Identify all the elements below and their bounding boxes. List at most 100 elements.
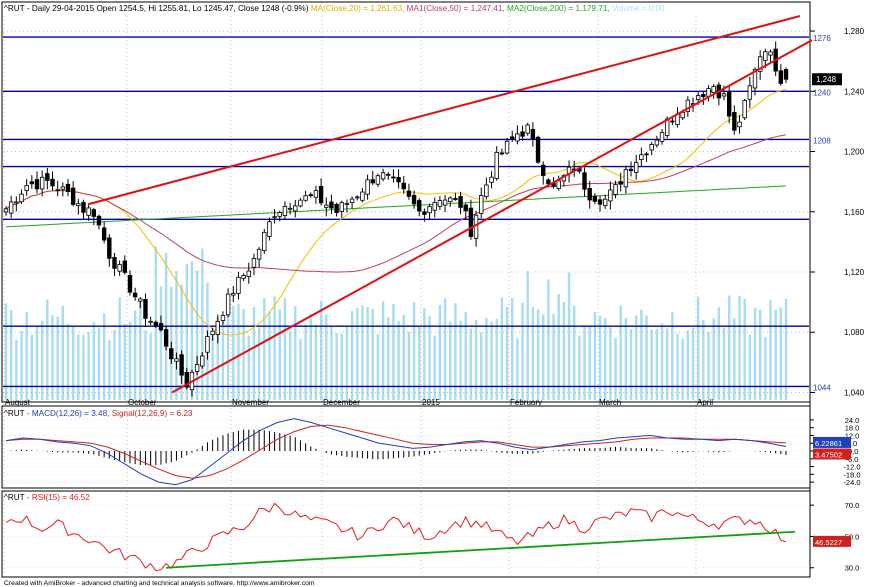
price-header-volume: Volume = 0.00 xyxy=(612,4,665,13)
candle-body xyxy=(453,198,458,200)
volume-bar xyxy=(402,314,405,400)
candle-body xyxy=(8,201,14,214)
candle-body xyxy=(396,177,401,183)
volume-bar xyxy=(335,332,338,400)
volume-bar xyxy=(717,307,721,400)
candle-body xyxy=(194,364,200,372)
volume-bar xyxy=(263,298,266,400)
volume-bar xyxy=(474,319,478,400)
volume-bar xyxy=(593,312,597,400)
volume-bar xyxy=(542,314,545,400)
rsi-header-value: - RSI(15) = 46.52 xyxy=(27,493,90,502)
candle-body xyxy=(163,329,169,347)
volume-bar xyxy=(495,318,498,400)
candle-body xyxy=(210,330,215,336)
candle-body xyxy=(60,186,66,190)
volume-bar xyxy=(71,326,75,400)
candle-body xyxy=(127,275,133,293)
candle-body xyxy=(355,196,360,199)
volume-bar xyxy=(87,331,90,400)
volume-bar xyxy=(387,317,390,400)
rsi-trendline xyxy=(165,530,796,569)
candle-body xyxy=(169,348,174,360)
volume-bar xyxy=(681,338,684,400)
volume-bar xyxy=(113,329,116,400)
candle-body xyxy=(541,164,546,176)
macd-tick-label: -18.0 xyxy=(843,470,860,479)
rsi-value-box xyxy=(813,535,851,547)
volume-bar xyxy=(702,320,705,400)
volume-bar xyxy=(629,329,633,400)
candle-body xyxy=(380,172,386,180)
candle-body xyxy=(349,198,355,203)
volume-bar xyxy=(738,295,741,400)
volume-bar xyxy=(397,321,400,400)
macd-tick-label: -6.0 xyxy=(846,455,859,464)
volume-bar xyxy=(61,305,65,400)
volume-bar xyxy=(485,318,488,400)
candle-body xyxy=(468,207,474,237)
volume-bar xyxy=(237,304,240,400)
volume-bar xyxy=(356,308,359,400)
candle-body xyxy=(101,227,107,241)
volume-bar xyxy=(97,327,101,400)
volume-bar xyxy=(583,325,586,400)
candle-body xyxy=(484,184,489,197)
candle-body xyxy=(272,216,277,219)
candle-body xyxy=(742,100,747,119)
volume-bar xyxy=(516,338,519,400)
candle-body xyxy=(174,358,179,362)
candle-body xyxy=(298,199,303,207)
candle-body xyxy=(143,298,148,319)
candle-body xyxy=(262,231,267,252)
month-label: February xyxy=(510,398,542,407)
volume-bar xyxy=(743,298,746,400)
volume-bar xyxy=(438,304,442,400)
month-label: October xyxy=(128,398,157,407)
candle-body xyxy=(737,121,742,128)
price-tick-label: 1,080 xyxy=(844,328,865,337)
volume-bar xyxy=(273,296,276,400)
volume-bar xyxy=(180,284,183,400)
volume-bar xyxy=(449,321,452,400)
candle-body xyxy=(386,173,391,176)
volume-bar xyxy=(128,321,132,400)
month-label: March xyxy=(599,398,621,407)
price-header-ma2: MA2(Close,200) = 1,179.71, xyxy=(507,4,610,13)
volume-bar xyxy=(242,308,245,400)
volume-bar xyxy=(614,337,617,400)
candle-body xyxy=(318,185,324,204)
volume-bar xyxy=(4,303,8,400)
volume-bar xyxy=(490,321,493,400)
macd-header-signal: Signal(12,26,9) = 6.23 xyxy=(112,409,193,418)
candle-body xyxy=(680,111,685,119)
volume-bar xyxy=(35,326,39,400)
volume-bar xyxy=(283,298,287,400)
candle-body xyxy=(763,51,768,61)
volume-bar xyxy=(325,314,328,400)
level-label: 1276 xyxy=(813,34,831,43)
volume-bar xyxy=(696,296,700,400)
volume-bar xyxy=(531,307,535,400)
candle-body xyxy=(582,172,587,190)
volume-bar xyxy=(139,300,142,400)
volume-bar xyxy=(190,261,194,400)
candle-body xyxy=(525,124,530,134)
candle-body xyxy=(282,206,288,216)
candle-body xyxy=(783,69,789,80)
candle-body xyxy=(510,136,515,140)
candle-body xyxy=(339,202,344,212)
price-header-ma1: MA1(Close,50) = 1,247.41, xyxy=(407,4,505,13)
volume-bar xyxy=(247,335,250,400)
candle-body xyxy=(45,173,50,181)
volume-bar xyxy=(340,333,343,400)
candle-body xyxy=(752,68,758,89)
ma200-line xyxy=(5,185,787,228)
candle-body xyxy=(427,206,432,214)
candle-body xyxy=(29,181,35,185)
volume-bar xyxy=(423,308,426,400)
rsi-tick-label: 50.0 xyxy=(845,532,860,541)
candle-body xyxy=(479,195,484,214)
volume-bar xyxy=(691,327,695,400)
candle-body xyxy=(205,336,210,353)
